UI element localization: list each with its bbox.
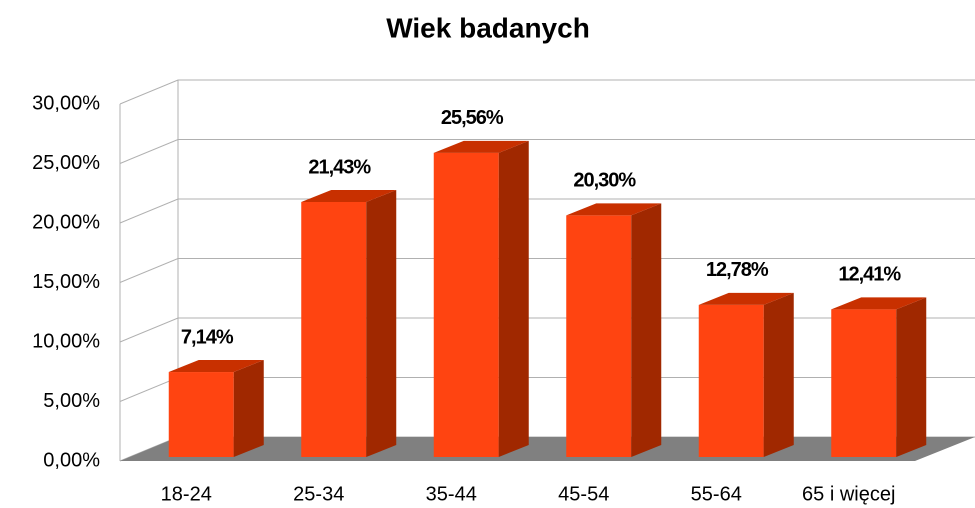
- bar-front: [698, 304, 764, 457]
- bar-side: [896, 297, 927, 457]
- bar-top: [433, 140, 529, 153]
- value-label: 21,43%: [308, 156, 371, 178]
- bar-side: [631, 203, 662, 457]
- bar: [831, 297, 927, 457]
- x-tick-label: 55-64: [691, 483, 742, 505]
- x-tick-label: 65 i więcej: [802, 483, 895, 505]
- y-tick-label: 30,00%: [32, 92, 100, 114]
- y-tick-label: 20,00%: [32, 211, 100, 233]
- bar: [168, 360, 264, 457]
- bar-front: [168, 372, 234, 457]
- bar: [698, 292, 794, 457]
- bar-front: [301, 201, 367, 457]
- bar-top: [168, 360, 264, 373]
- x-tick-label: 18-24: [161, 483, 212, 505]
- bar: [566, 203, 662, 457]
- value-label: 7,14%: [181, 326, 234, 348]
- value-label: 20,30%: [573, 170, 636, 192]
- y-tick-label: 15,00%: [32, 271, 100, 293]
- bar-front: [566, 215, 632, 457]
- bar-top: [831, 297, 927, 310]
- bar-top: [698, 292, 794, 305]
- x-tick-label: 35-44: [426, 483, 477, 505]
- chart-title: Wiek badanych: [386, 12, 590, 43]
- value-label: 25,56%: [441, 107, 504, 129]
- bar-front: [831, 309, 897, 457]
- y-tick-label: 10,00%: [32, 330, 100, 352]
- bar: [433, 140, 529, 457]
- bar-side: [366, 189, 397, 457]
- bar-side: [763, 292, 794, 457]
- y-tick-label: 0,00%: [43, 449, 100, 471]
- bar-top: [301, 189, 397, 202]
- bar-side: [233, 360, 264, 457]
- y-tick-label: 5,00%: [43, 390, 100, 412]
- x-tick-label: 25-34: [293, 483, 344, 505]
- grid-line: [119, 139, 975, 164]
- grid-line: [119, 198, 975, 224]
- x-tick-label: 45-54: [558, 483, 609, 505]
- value-label: 12,78%: [706, 259, 769, 281]
- bar-front: [433, 152, 499, 457]
- value-label: 12,41%: [838, 264, 901, 286]
- grid-line: [119, 79, 975, 105]
- y-tick-label: 25,00%: [32, 152, 100, 174]
- bar-side: [498, 140, 529, 457]
- bar: [301, 189, 397, 457]
- bar-top: [566, 203, 662, 216]
